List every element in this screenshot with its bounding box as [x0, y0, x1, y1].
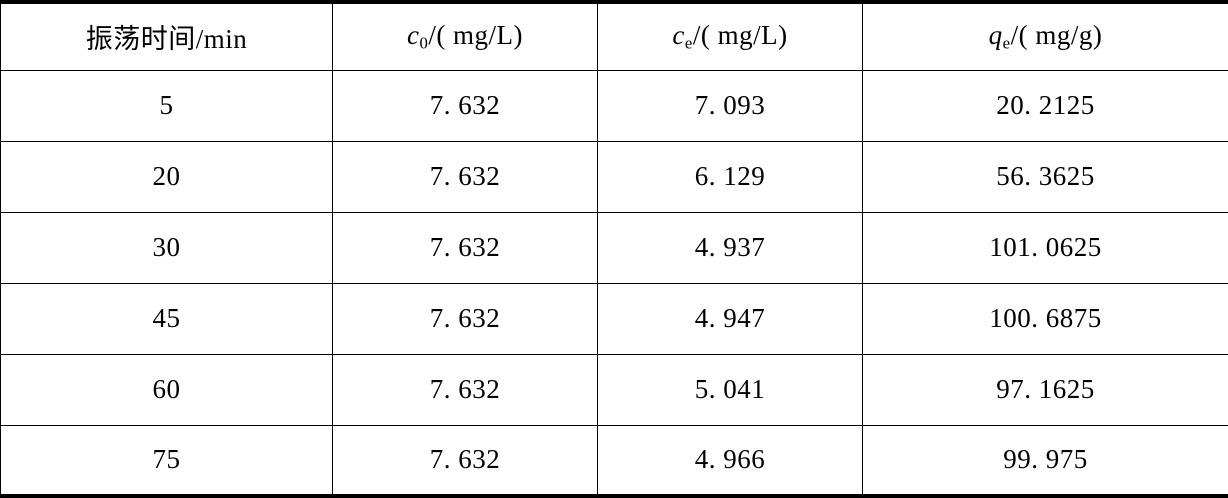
table-cell-time: 75 [0, 424, 333, 497]
header-ce-variable: c [672, 19, 685, 50]
header-qe-variable: q [988, 19, 1003, 50]
table-row: 45 7. 632 4. 947 100. 6875 [0, 282, 1228, 355]
table-cell-time: 45 [0, 282, 333, 355]
table-cell-c0: 7. 632 [332, 424, 598, 497]
table-row: 20 7. 632 6. 129 56. 3625 [0, 140, 1228, 213]
column-header-c0: c0/( mg/L) [332, 1, 598, 71]
table-header-row: 振荡时间/min c0/( mg/L) ce/( mg/L) qe/( mg/g… [0, 1, 1228, 71]
header-ce-subscript: e [684, 33, 693, 53]
column-header-time: 振荡时间/min [0, 1, 333, 71]
header-c0-subscript: 0 [419, 33, 429, 53]
table-cell-qe: 97. 1625 [862, 353, 1228, 426]
table-cell-ce: 6. 129 [597, 140, 863, 213]
table-cell-ce: 4. 937 [597, 211, 863, 284]
header-qe-unit: /( mg/g) [1010, 19, 1103, 50]
column-header-ce: ce/( mg/L) [597, 1, 863, 71]
table-cell-c0: 7. 632 [332, 282, 598, 355]
header-c0-variable: c [406, 19, 420, 50]
table-cell-c0: 7. 632 [332, 140, 598, 213]
table-cell-time: 30 [0, 211, 333, 284]
table-row: 5 7. 632 7. 093 20. 2125 [0, 69, 1228, 142]
table-cell-time: 20 [0, 140, 333, 213]
table-row: 30 7. 632 4. 937 101. 0625 [0, 211, 1228, 284]
table-cell-c0: 7. 632 [332, 353, 598, 426]
table-cell-time: 60 [0, 353, 333, 426]
table-cell-qe: 20. 2125 [862, 69, 1228, 142]
table-cell-qe: 56. 3625 [862, 140, 1228, 213]
table-cell-ce: 5. 041 [597, 353, 863, 426]
table-row: 75 7. 632 4. 966 99. 975 [0, 424, 1228, 497]
table-row: 60 7. 632 5. 041 97. 1625 [0, 353, 1228, 426]
table-cell-ce: 4. 947 [597, 282, 863, 355]
table-cell-ce: 7. 093 [597, 69, 863, 142]
header-qe-subscript: e [1002, 33, 1011, 53]
table-cell-qe: 100. 6875 [862, 282, 1228, 355]
header-ce-unit: /( mg/L) [692, 19, 788, 50]
table-cell-qe: 101. 0625 [862, 211, 1228, 284]
table-cell-c0: 7. 632 [332, 211, 598, 284]
header-c0-unit: /( mg/L) [428, 19, 524, 50]
table-cell-c0: 7. 632 [332, 69, 598, 142]
table-cell-qe: 99. 975 [862, 424, 1228, 497]
table-cell-time: 5 [0, 69, 333, 142]
header-time-label: 振荡时间/min [85, 24, 248, 55]
column-header-qe: qe/( mg/g) [862, 1, 1228, 71]
table-cell-ce: 4. 966 [597, 424, 863, 497]
